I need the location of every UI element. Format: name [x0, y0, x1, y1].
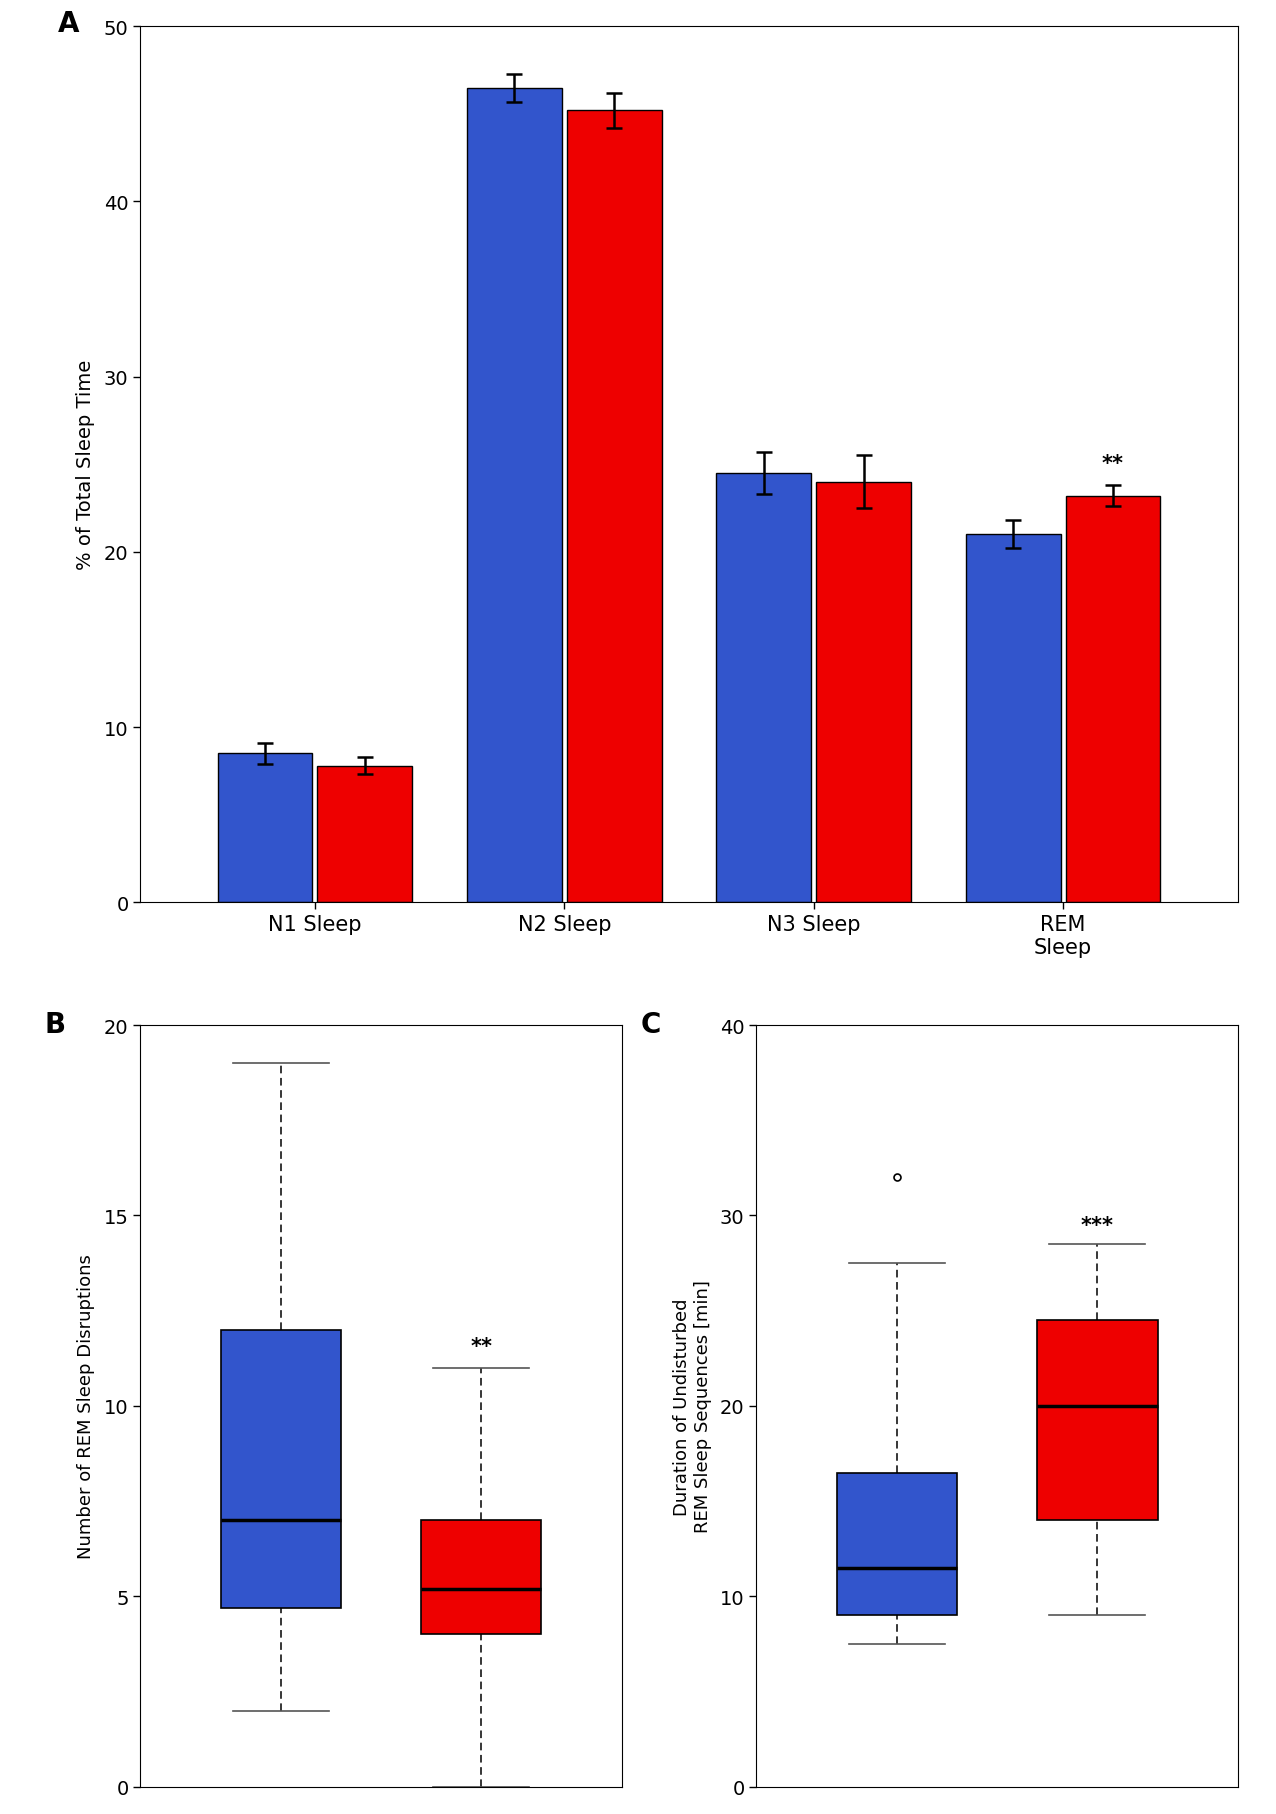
Text: B: B	[45, 1010, 65, 1038]
Bar	[567, 111, 661, 903]
Bar	[966, 535, 1060, 903]
Bar	[467, 89, 561, 903]
Y-axis label: Duration of Undisturbed
REM Sleep Sequences [min]: Duration of Undisturbed REM Sleep Sequen…	[672, 1279, 712, 1533]
Text: A: A	[59, 9, 79, 38]
Y-axis label: Number of REM Sleep Disruptions: Number of REM Sleep Disruptions	[78, 1253, 96, 1558]
Text: **: **	[1102, 454, 1124, 473]
Bar	[1065, 497, 1160, 903]
Y-axis label: % of Total Sleep Time: % of Total Sleep Time	[77, 359, 96, 570]
Bar	[1037, 1321, 1157, 1520]
Bar	[817, 483, 911, 903]
Text: **: **	[471, 1337, 493, 1357]
Bar	[421, 1520, 541, 1634]
Bar	[218, 755, 313, 903]
Bar	[837, 1473, 957, 1616]
Text: ***: ***	[1081, 1215, 1114, 1235]
Bar	[716, 473, 812, 903]
Bar	[221, 1330, 341, 1607]
Bar	[318, 766, 412, 903]
Text: C: C	[641, 1010, 661, 1038]
